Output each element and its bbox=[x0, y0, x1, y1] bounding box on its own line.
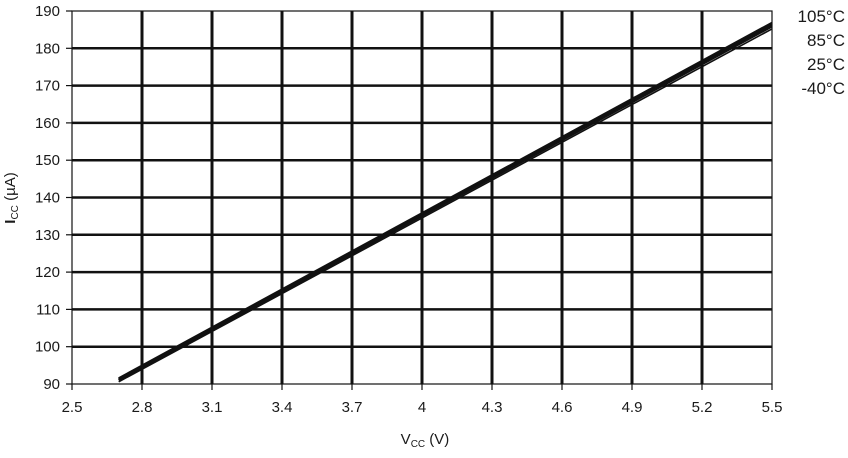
x-tick-label: 4 bbox=[418, 399, 426, 416]
y-tick-label: 180 bbox=[35, 40, 60, 57]
x-tick-label: 4.9 bbox=[622, 399, 643, 416]
y-axis-title-unit: (µA) bbox=[2, 172, 19, 205]
y-tick-label: 190 bbox=[35, 3, 60, 20]
y-tick-label: 120 bbox=[35, 264, 60, 281]
x-tick-label: 3.7 bbox=[342, 399, 363, 416]
y-tick-label: 130 bbox=[35, 227, 60, 244]
x-tick-label: 5.2 bbox=[692, 399, 713, 416]
y-axis-title: ICC (µA) bbox=[2, 172, 21, 223]
series-line-4 bbox=[118, 28, 773, 383]
legend-item-105c: 105°C bbox=[798, 7, 845, 26]
y-tick-label: 160 bbox=[35, 115, 60, 132]
y-tick-label: 110 bbox=[36, 301, 60, 318]
x-axis-title: VCC (V) bbox=[401, 431, 450, 450]
y-tick-label: 150 bbox=[35, 152, 60, 169]
series-lines bbox=[118, 21, 773, 383]
x-tick-label: 3.1 bbox=[202, 399, 223, 416]
x-tick-label: 2.8 bbox=[132, 399, 153, 416]
y-axis-title-main: I bbox=[2, 220, 19, 224]
x-tick-labels: 2.5 2.8 3.1 3.4 3.7 4 4.3 4.6 4.9 5.2 5.5 bbox=[62, 384, 783, 416]
x-tick-label: 5.5 bbox=[762, 399, 783, 416]
x-tick-label: 4.6 bbox=[552, 399, 573, 416]
legend-item-25c: 25°C bbox=[807, 55, 845, 74]
legend: 105°C 85°C 25°C -40°C bbox=[798, 7, 845, 98]
series-line-3 bbox=[118, 25, 773, 382]
y-tick-label: 100 bbox=[35, 339, 60, 356]
y-tick-labels: 90 100 110 120 130 140 150 160 170 180 190 bbox=[35, 3, 72, 393]
x-tick-label: 4.3 bbox=[482, 399, 503, 416]
y-tick-label: 170 bbox=[35, 78, 60, 95]
y-tick-label: 140 bbox=[35, 190, 60, 207]
legend-item-85c: 85°C bbox=[807, 31, 845, 50]
x-tick-label: 3.4 bbox=[272, 399, 293, 416]
grid-lines bbox=[72, 11, 772, 384]
y-axis-title-sub: CC bbox=[10, 205, 21, 219]
legend-item-minus40c: -40°C bbox=[801, 79, 845, 98]
x-axis-title-sub: CC bbox=[411, 439, 425, 450]
x-tick-label: 2.5 bbox=[62, 399, 83, 416]
x-axis-title-unit: (V) bbox=[425, 431, 449, 448]
x-axis-title-main: V bbox=[401, 431, 411, 448]
y-tick-label: 90 bbox=[43, 376, 60, 393]
